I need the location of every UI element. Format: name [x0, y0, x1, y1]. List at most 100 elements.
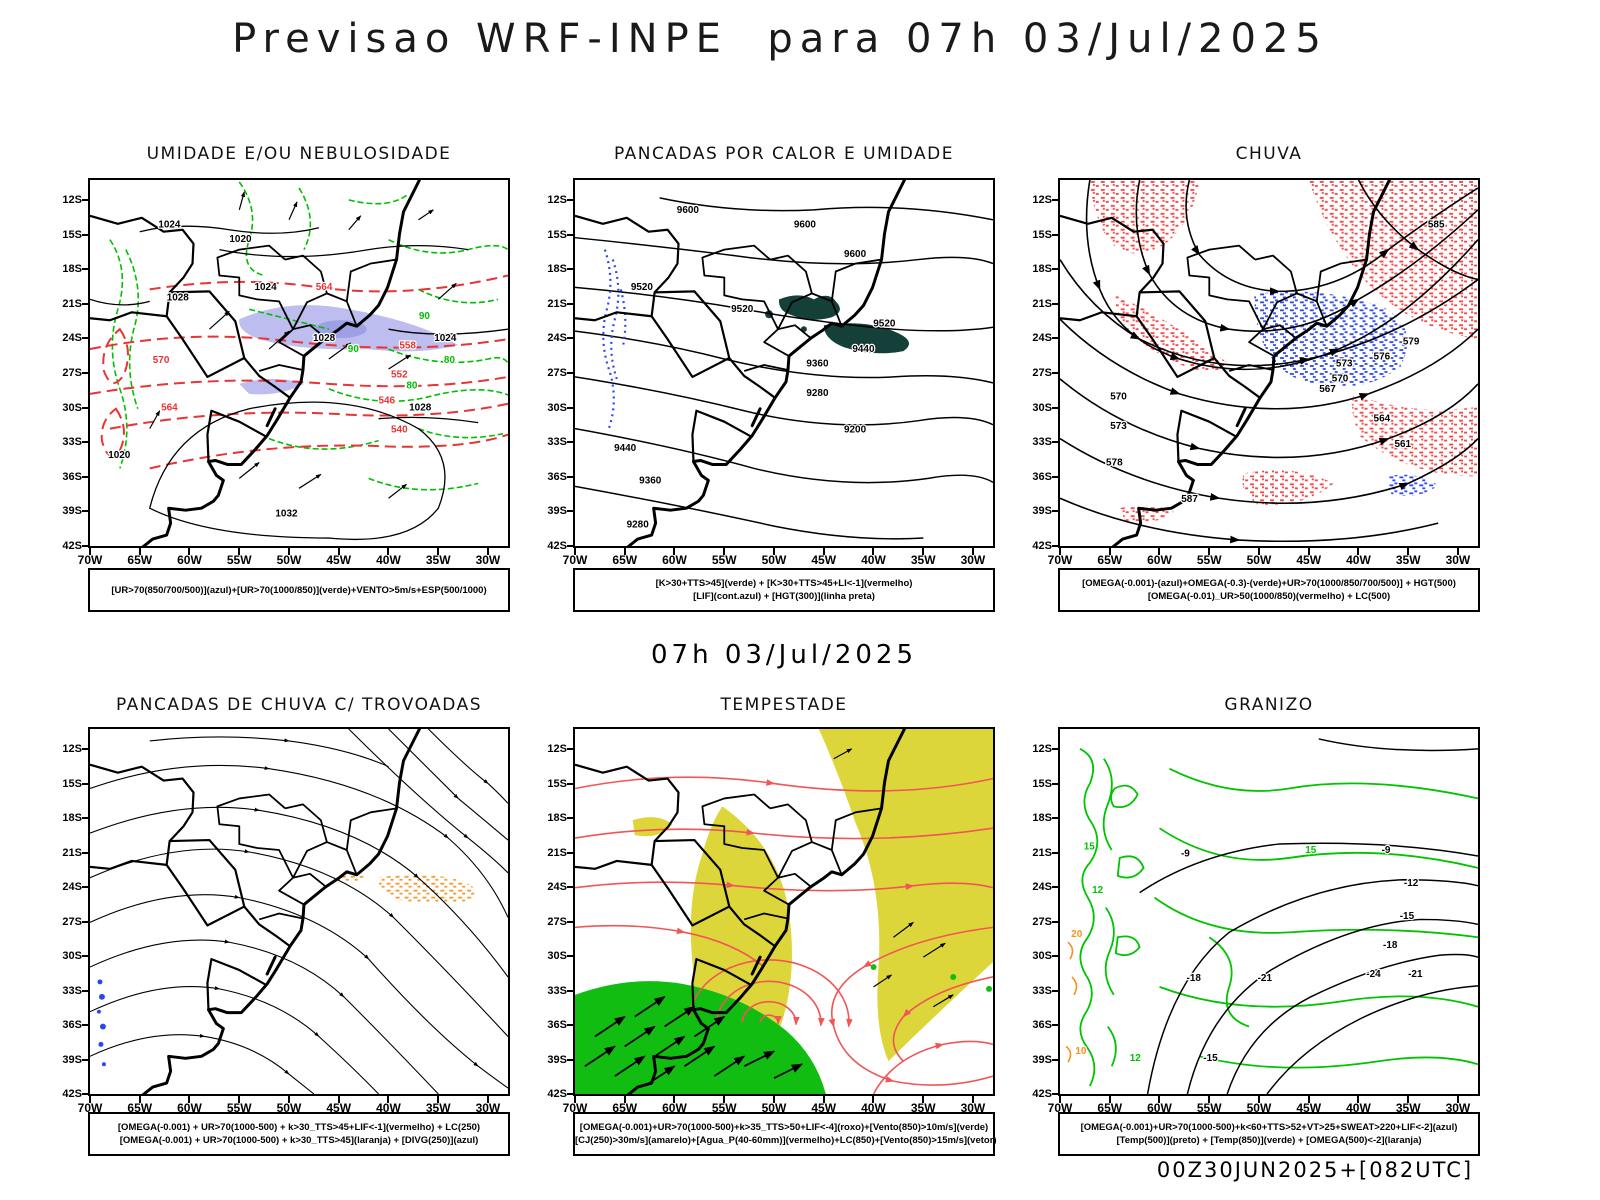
- lon-tick-mark: [437, 1094, 440, 1103]
- lat-tick-label: 30S: [547, 401, 567, 414]
- contour-value-label: 540: [391, 425, 408, 436]
- contour-value-label: 9440: [852, 344, 875, 355]
- contour-value-label: 80: [406, 381, 418, 392]
- lon-tick-mark: [971, 1094, 974, 1103]
- lon-tick-mark: [971, 546, 974, 555]
- lat-tick-mark: [1052, 748, 1060, 751]
- map-tempestade: 12S 15S 18S 21S 24S 27S 30S 33S 36S 39S 42S 70W 65W 6…: [547, 727, 995, 1115]
- legend-line: [K>30+TTS>45](verde) + [K>30+TTS>45+LI<-…: [655, 578, 913, 589]
- map-canvas-tempestade: [575, 729, 993, 1094]
- lat-tick-label: 39S: [1032, 1053, 1052, 1066]
- lon-tick-label: 45W: [326, 553, 352, 567]
- contour-value-label: -15: [1203, 1053, 1218, 1064]
- height-contours-300: [575, 197, 993, 540]
- lat-tick-label: 33S: [62, 436, 82, 449]
- lon-tick-mark: [89, 1094, 91, 1103]
- lat-tick-mark: [567, 817, 575, 820]
- contour-value-label: 570: [153, 355, 170, 366]
- lat-tick-mark: [82, 510, 90, 513]
- thickness-contours-red: [90, 274, 508, 470]
- lon-tick-label: 60W: [1147, 1101, 1172, 1115]
- lat-tick-label: 27S: [1032, 367, 1052, 380]
- lon-tick-mark: [1357, 546, 1360, 555]
- lat-tick-label: 27S: [547, 915, 567, 928]
- lat-tick-label: 21S: [547, 297, 567, 310]
- lat-tick-mark: [1052, 199, 1060, 202]
- lat-tick-label: 15S: [1032, 777, 1052, 790]
- contour-value-label: 9360: [639, 476, 662, 487]
- lon-tick-label: 50W: [1246, 1101, 1272, 1115]
- lat-tick-label: 21S: [62, 846, 82, 859]
- lat-tick-label: 27S: [547, 367, 567, 380]
- lat-tick-mark: [82, 475, 90, 478]
- lat-tick-label: 39S: [62, 505, 82, 518]
- lat-tick-mark: [567, 782, 575, 785]
- lat-tick-mark: [1052, 989, 1060, 992]
- lat-tick-label: 36S: [62, 470, 82, 483]
- lon-tick-mark: [238, 546, 241, 555]
- lon-tick-mark: [89, 546, 91, 555]
- lat-tick-mark: [82, 955, 90, 958]
- lat-tick-label: 33S: [1032, 984, 1052, 997]
- lon-tick-mark: [1456, 546, 1459, 555]
- lat-tick-mark: [1052, 817, 1060, 820]
- lat-tick-mark: [82, 268, 90, 271]
- lon-tick-mark: [1208, 1094, 1211, 1103]
- lat-tick-mark: [567, 989, 575, 992]
- lat-tick-label: 30S: [62, 950, 82, 963]
- lon-tick-mark: [1257, 546, 1260, 555]
- lon-tick-mark: [138, 1094, 141, 1103]
- lat-tick-label: 42S: [547, 1088, 567, 1100]
- lat-tick-label: 36S: [1032, 1019, 1052, 1031]
- lat-tick-mark: [82, 302, 90, 305]
- lon-tick-label: 40W: [861, 1101, 886, 1115]
- legend-line: [OMEGA(-0.001) + UR>70(1000-500) + k>30_…: [117, 1122, 481, 1133]
- lon-tick-mark: [437, 546, 440, 555]
- lat-tick-label: 42S: [62, 1088, 82, 1100]
- lon-tick-mark: [486, 1094, 489, 1103]
- contour-labels: 9600 9600 9600 9520 9520 9520 9440 9360 9280 9200…: [613, 204, 897, 532]
- lat-tick-label: 39S: [62, 1053, 82, 1066]
- lat-tick-label: 21S: [1032, 297, 1052, 310]
- lat-tick-label: 21S: [62, 297, 82, 310]
- legend-line: [LIF](cont.azul) + [HGT(300)](linha pret…: [693, 591, 875, 602]
- map-canvas-trovoadas: [90, 729, 508, 1094]
- lat-tick-mark: [1052, 441, 1060, 444]
- lon-tick-mark: [872, 546, 875, 555]
- contour-value-label: 1028: [313, 333, 336, 344]
- streamlines-850-red: [575, 776, 993, 1094]
- contour-value-label: 9520: [731, 304, 754, 315]
- temp-500-contours-black: [1139, 738, 1478, 1094]
- page-title: Previsao WRF-INPE para 07h 03/Jul/2025: [232, 16, 1328, 62]
- lon-tick-label: 50W: [761, 553, 787, 567]
- panel-title-umidade: UMIDADE E/OU NEBULOSIDADE: [146, 144, 452, 164]
- lon-tick-mark: [772, 546, 775, 555]
- lat-tick-mark: [1052, 406, 1060, 409]
- lon-tick-label: 35W: [425, 1101, 451, 1115]
- lat-tick-label: 15S: [62, 777, 82, 790]
- lon-tick-label: 70W: [562, 553, 588, 567]
- contour-value-label: 15: [1305, 845, 1317, 856]
- lat-tick-label: 18S: [1032, 263, 1052, 276]
- map-canvas-calor: 9600 9600 9600 9520 9520 9520 9440 9360 9280 9200…: [575, 180, 993, 546]
- panel-title-tempestade: TEMPESTADE: [720, 695, 848, 715]
- lat-tick-label: 24S: [547, 881, 567, 894]
- lon-tick-mark: [1108, 1094, 1111, 1103]
- lat-tick-mark: [1052, 268, 1060, 271]
- lat-tick-mark: [82, 406, 90, 409]
- lat-tick-mark: [567, 1093, 575, 1095]
- lon-tick-label: 45W: [1296, 1101, 1322, 1115]
- map-umidade: 1024 1020 1028 1024 1028 1024 1028 1032 1020 564 5…: [62, 178, 510, 567]
- lon-tick-mark: [922, 1094, 925, 1103]
- lon-tick-label: 60W: [177, 1101, 202, 1115]
- lat-tick-mark: [567, 886, 575, 889]
- lon-tick-label: 70W: [77, 553, 103, 567]
- legend-calor: [K>30+TTS>45](verde) + [K>30+TTS>45+LI<-…: [573, 568, 995, 612]
- lat-tick-mark: [567, 268, 575, 271]
- lat-tick-mark: [1052, 337, 1060, 340]
- lon-tick-mark: [723, 546, 726, 555]
- humidity-shading: [239, 305, 459, 395]
- lat-tick-mark: [82, 545, 90, 547]
- contour-value-label: 9360: [806, 359, 829, 370]
